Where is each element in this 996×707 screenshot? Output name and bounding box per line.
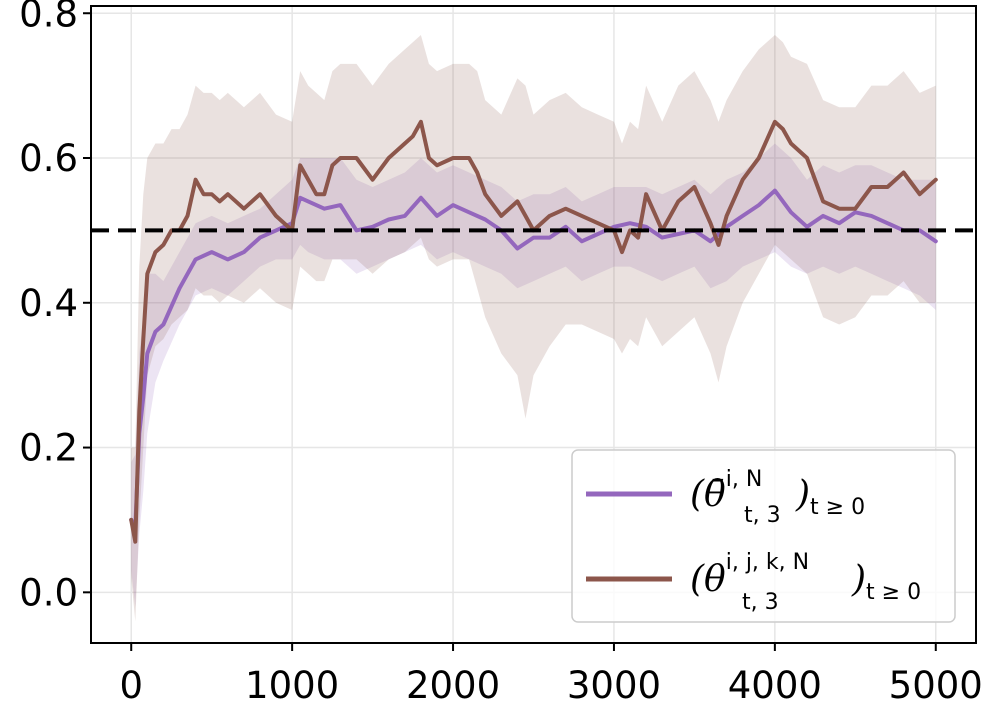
- x-tick-label-3: 3000: [567, 664, 661, 707]
- line-mean-theta: [129, 188, 938, 530]
- series-lines: [129, 119, 938, 544]
- x-tick-label-2: 2000: [406, 664, 500, 707]
- y-tick-label-0: 0.0: [19, 571, 78, 614]
- grid: [91, 6, 976, 643]
- x-tick-label-1: 1000: [245, 664, 339, 707]
- band-mean-theta: [131, 143, 936, 607]
- x-axis: 0 1000 2000 3000 4000 5000: [119, 643, 983, 707]
- band-single-theta: [131, 35, 936, 622]
- x-tick-label-5: 5000: [889, 664, 983, 707]
- y-axis: 0.0 0.2 0.4 0.6 0.8: [19, 0, 91, 614]
- y-tick-label-3: 0.6: [19, 137, 78, 180]
- plot-frame: [90, 5, 977, 644]
- confidence-bands: [131, 35, 936, 622]
- x-tick-label-0: 0: [119, 664, 143, 707]
- line-single-theta: [129, 119, 938, 544]
- y-tick-label-2: 0.4: [19, 282, 78, 325]
- y-tick-label-1: 0.2: [19, 427, 78, 470]
- x-tick-label-4: 4000: [728, 664, 822, 707]
- y-tick-label-4: 0.8: [19, 0, 78, 35]
